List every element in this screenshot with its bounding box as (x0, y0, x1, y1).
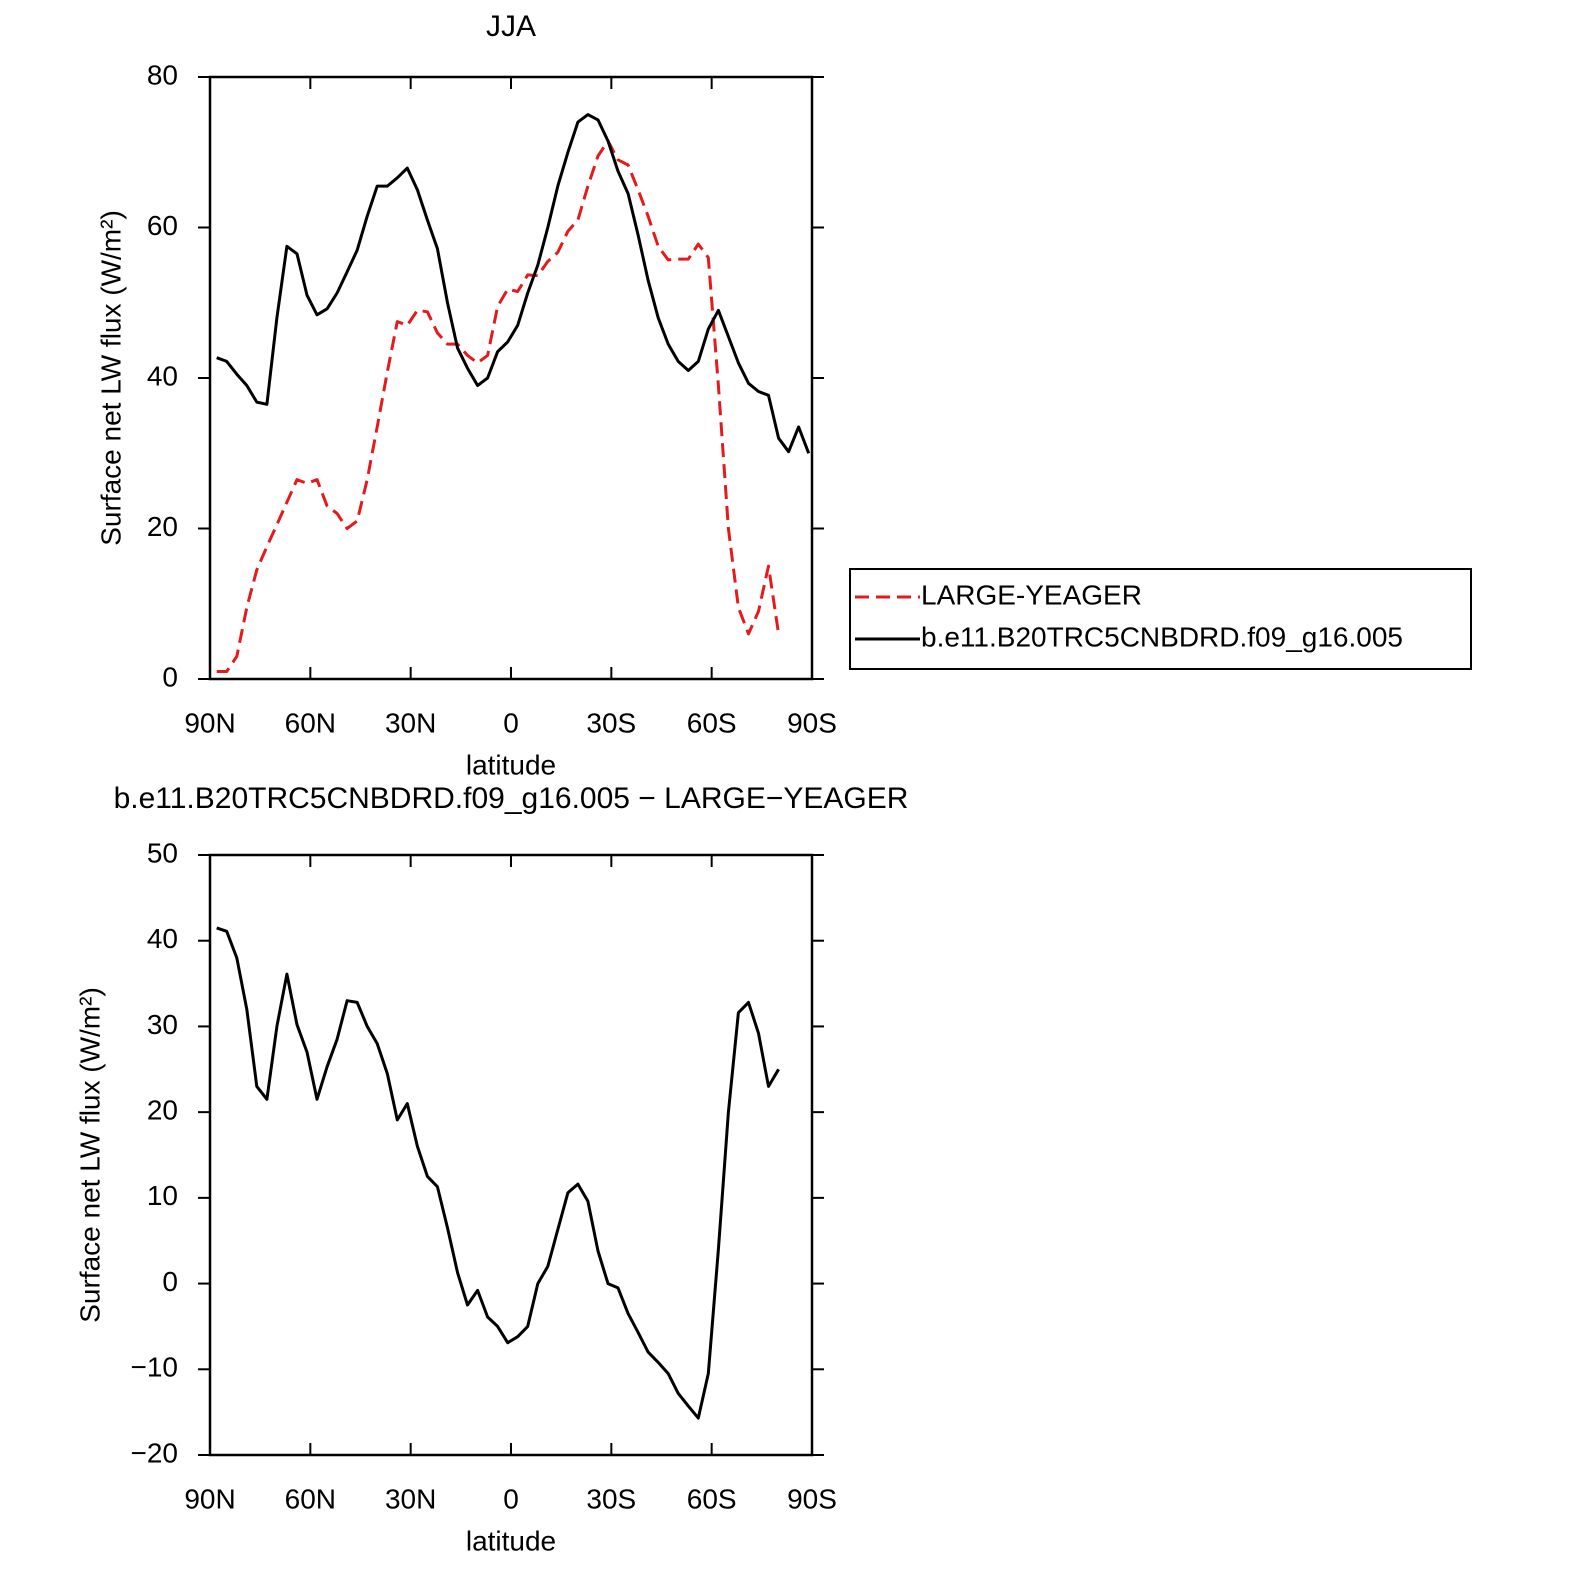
y-tick-label: 20 (147, 1095, 178, 1126)
y-tick-label: 40 (147, 923, 178, 954)
x-tick-label: 30S (586, 1483, 636, 1514)
y-tick-label: 60 (147, 210, 178, 241)
legend-label: LARGE-YEAGER (921, 579, 1142, 610)
data-line (216, 926, 780, 1420)
y-tick-label: 30 (147, 1009, 178, 1040)
chart-title: b.e11.B20TRC5CNBDRD.f09_g16.005 − LARGE−… (114, 782, 909, 815)
y-axis-label: Surface net LW flux (W/m²) (74, 987, 105, 1323)
y-tick-label: 80 (147, 59, 178, 90)
x-tick-label: 30N (385, 707, 436, 738)
y-tick-label: 0 (162, 661, 178, 692)
y-tick-label: 50 (147, 837, 178, 868)
plot-frame (208, 75, 814, 681)
y-tick-label: 10 (147, 1180, 178, 1211)
legend-box (849, 568, 1472, 670)
plot-frame (208, 853, 814, 1457)
y-tick-label: 20 (147, 511, 178, 542)
chart-title: JJA (486, 10, 536, 43)
x-tick-label: 60S (687, 707, 737, 738)
y-axis-label: Surface net LW flux (W/m²) (95, 210, 126, 546)
x-tick-label: 30S (586, 707, 636, 738)
x-tick-label: 90N (184, 707, 235, 738)
x-tick-label: 60N (285, 707, 336, 738)
legend-label: b.e11.B20TRC5CNBDRD.f09_g16.005 (921, 621, 1403, 652)
data-line (216, 139, 781, 673)
x-tick-label: 60N (285, 1483, 336, 1514)
x-tick-label: 30N (385, 1483, 436, 1514)
x-tick-label: 0 (503, 707, 519, 738)
y-tick-label: −10 (131, 1352, 179, 1383)
data-line (216, 113, 811, 454)
x-tick-label: 0 (503, 1483, 519, 1514)
x-axis-label: latitude (466, 749, 556, 780)
x-tick-label: 90S (787, 1483, 837, 1514)
y-tick-label: 40 (147, 360, 178, 391)
x-tick-label: 90S (787, 707, 837, 738)
y-tick-label: −20 (131, 1437, 179, 1468)
x-tick-label: 60S (687, 1483, 737, 1514)
x-tick-label: 90N (184, 1483, 235, 1514)
y-tick-label: 0 (162, 1266, 178, 1297)
x-axis-label: latitude (466, 1525, 556, 1556)
